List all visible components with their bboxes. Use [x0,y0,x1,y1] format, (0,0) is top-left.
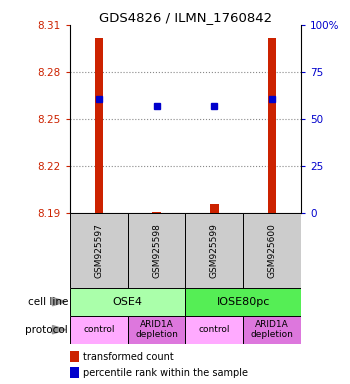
Text: GSM925600: GSM925600 [268,223,276,278]
Bar [186,213,243,288]
Bar [94,38,103,213]
Text: transformed count: transformed count [83,351,174,362]
Bar [70,367,79,379]
Bar [128,316,186,344]
Bar [268,38,276,213]
Polygon shape [52,298,66,306]
Text: GSM925598: GSM925598 [152,223,161,278]
Text: OSE4: OSE4 [113,296,143,307]
Text: GSM925599: GSM925599 [210,223,219,278]
Bar [210,204,219,213]
Bar [243,316,301,344]
Bar [70,316,128,344]
Polygon shape [52,326,66,334]
Text: protocol: protocol [26,324,68,335]
Text: control: control [198,325,230,334]
Bar [243,213,301,288]
Bar [152,212,161,213]
Bar [70,351,79,362]
Bar [186,316,243,344]
Text: cell line: cell line [28,296,68,307]
Text: percentile rank within the sample: percentile rank within the sample [83,368,248,378]
Bar [186,288,301,316]
Text: GSM925597: GSM925597 [94,223,103,278]
Text: control: control [83,325,115,334]
Title: GDS4826 / ILMN_1760842: GDS4826 / ILMN_1760842 [99,11,272,24]
Bar [128,213,186,288]
Bar [70,288,186,316]
Text: ARID1A
depletion: ARID1A depletion [135,320,178,339]
Text: IOSE80pc: IOSE80pc [217,296,270,307]
Text: ARID1A
depletion: ARID1A depletion [251,320,294,339]
Bar [70,213,128,288]
